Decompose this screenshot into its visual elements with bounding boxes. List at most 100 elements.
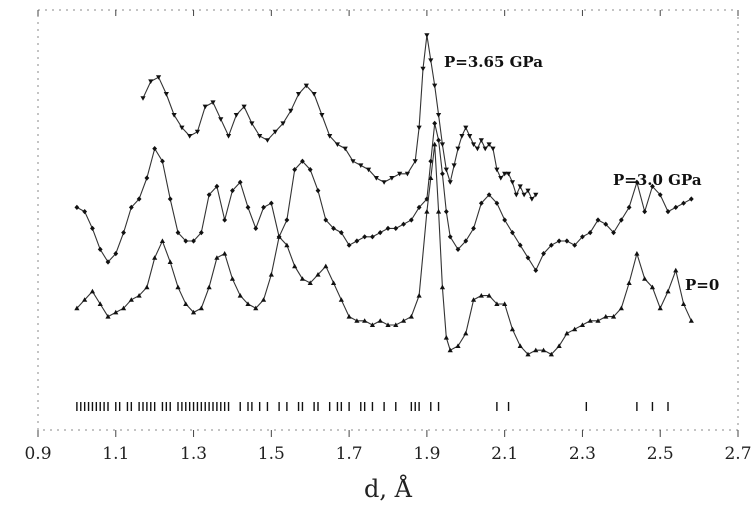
data-point [404,171,411,177]
x-tick-label: 2.7 [724,444,751,464]
data-point [354,318,360,323]
data-point [688,318,694,323]
data-point [179,125,185,131]
data-point [408,217,414,223]
data-point [498,176,504,181]
data-point [673,204,679,210]
series-1 [74,120,694,273]
data-point [525,255,531,261]
data-point [128,297,134,302]
data-point [284,217,290,223]
data-point [148,79,154,84]
data-point [424,209,430,214]
data-point [260,297,267,302]
data-point [120,305,127,311]
series-label-p0: P=0 [685,276,719,294]
data-point [152,255,158,260]
data-point [330,280,337,285]
data-point [642,276,648,281]
data-point [665,288,671,294]
data-point [505,171,512,177]
data-point [264,138,271,143]
data-point [587,318,593,323]
data-point [327,134,333,139]
data-point [198,230,204,236]
data-point [416,204,422,210]
data-point [198,305,204,311]
data-point [377,318,383,323]
data-point [470,297,477,302]
data-point [338,230,344,236]
data-point [113,309,119,315]
data-point [455,146,461,152]
data-point [121,230,126,236]
data-point [482,146,488,152]
data-point [447,347,453,353]
data-point [163,92,169,97]
data-point [299,276,306,281]
data-point [443,335,449,340]
data-point [525,351,531,357]
data-point [634,179,640,185]
data-point [113,251,119,257]
data-point [210,100,216,105]
data-point [517,343,523,348]
data-point [350,159,356,164]
data-point [548,351,554,357]
data-point [494,200,500,206]
data-point [206,192,212,198]
data-point [556,238,562,244]
data-point [257,134,263,139]
data-point [556,343,562,348]
data-point [428,58,434,63]
data-point [603,221,609,227]
data-point [222,217,228,223]
data-point [140,96,146,101]
data-point [385,322,391,327]
data-point [509,180,516,185]
data-point [486,192,492,198]
data-point [319,113,325,118]
data-point [354,238,360,244]
data-point [334,142,341,147]
x-tick-label: 2.5 [647,444,674,464]
data-point [548,242,554,248]
data-point [160,158,165,164]
data-point [494,167,500,173]
data-point [435,209,442,214]
data-point [105,259,111,265]
data-point [74,305,80,311]
data-point [424,33,430,38]
data-point [315,188,321,194]
data-point [525,188,531,194]
data-point [533,267,539,273]
data-point [214,183,220,189]
x-tick-label: 2.1 [491,444,518,464]
data-point [463,330,469,336]
series-label-3-65-gpa: P=3.65 GPa [444,53,543,71]
data-point [412,159,418,164]
x-tick-label: 1.5 [258,444,285,464]
data-point [626,204,632,210]
data-point [365,167,372,173]
data-point [603,314,609,319]
data-point [634,251,640,256]
data-point [307,280,313,285]
data-point [82,297,88,302]
data-point [688,196,694,202]
x-tick-label: 1.1 [102,444,129,464]
data-point [401,221,406,227]
data-point [389,176,395,181]
data-point [436,137,441,143]
series-line [76,123,692,272]
data-point [280,121,286,126]
data-point [167,196,173,202]
data-point [136,293,142,298]
data-point [97,301,103,306]
data-point [393,225,399,231]
data-point [268,200,274,206]
data-point [432,120,438,126]
data-point [486,142,492,147]
data-point [650,183,655,189]
